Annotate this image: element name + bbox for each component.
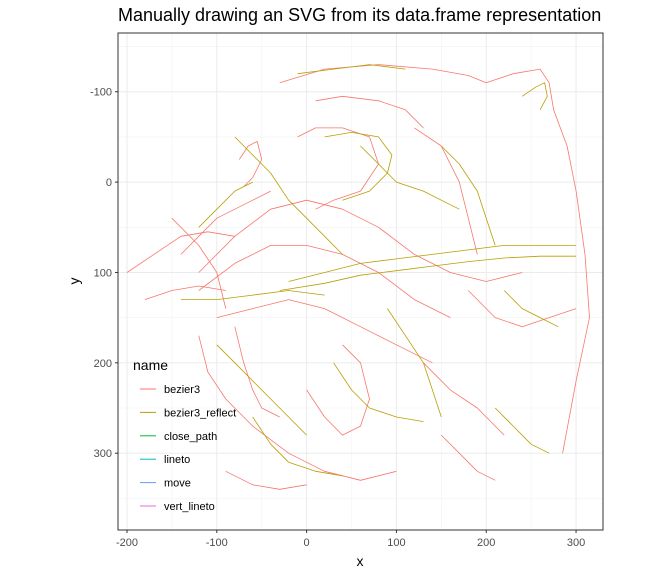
series-path-bezier3 — [315, 95, 424, 129]
legend-label-bezier3-reflect: bezier3_reflect — [164, 407, 236, 419]
y-axis: -100 0 100 200 300 — [90, 87, 118, 460]
series-path-bezier3-reflect — [297, 64, 406, 75]
series-path-bezier3-reflect — [333, 362, 424, 422]
series-path-bezier3 — [198, 335, 397, 481]
y-tick-label: 0 — [106, 177, 112, 189]
series-path-bezier3 — [225, 470, 307, 490]
legend-label-vert-lineto: vert_lineto — [164, 501, 215, 513]
series-path-bezier3-reflect — [521, 82, 548, 110]
x-tick-label: 300 — [567, 537, 585, 549]
series-path-bezier3 — [441, 434, 496, 481]
chart-title: Manually drawing an SVG from its data.fr… — [118, 5, 601, 25]
series-path-bezier3-reflect — [279, 255, 577, 291]
series-path-bezier3-reflect — [494, 407, 550, 454]
series-path-bezier3-reflect — [234, 136, 343, 255]
y-tick-label: 100 — [94, 267, 112, 279]
series-path-bezier3 — [423, 362, 505, 436]
series-path-bezier3-reflect — [387, 308, 442, 418]
x-axis: -200 -100 0 100 200 300 — [116, 530, 585, 549]
series-path-bezier3 — [234, 326, 280, 418]
series-path-bezier3-reflect — [252, 416, 343, 477]
legend-label-close-path: close_path — [164, 431, 217, 443]
series-path-bezier3-reflect — [198, 181, 253, 228]
series-path-bezier3 — [198, 245, 451, 318]
grid-layer — [118, 33, 603, 530]
x-axis-title: x — [357, 553, 364, 569]
series-path-bezier3-reflect — [180, 290, 325, 300]
x-tick-label: 0 — [304, 537, 310, 549]
series-path-bezier3 — [144, 285, 226, 300]
series-path-bezier3 — [126, 231, 235, 273]
series-path-bezier3 — [486, 68, 590, 454]
series-path-bezier3 — [297, 127, 379, 210]
series-path-bezier3 — [238, 141, 263, 187]
legend-label-move: move — [164, 478, 191, 490]
series-path-bezier3 — [180, 190, 271, 255]
series-path-bezier3 — [198, 199, 523, 282]
legend: name bezier3 bezier3_reflect close_pathlin… — [133, 357, 236, 513]
y-tick-label: 300 — [94, 448, 112, 460]
series-path-bezier3 — [414, 127, 478, 255]
series-path-bezier3-reflect — [216, 344, 307, 436]
x-tick-label: 100 — [387, 537, 405, 549]
series-path-bezier3-reflect — [503, 290, 559, 328]
series-path-bezier3 — [216, 299, 433, 364]
x-tick-label: 200 — [477, 537, 495, 549]
y-axis-title: y — [66, 278, 82, 285]
y-tick-label: -100 — [90, 87, 112, 99]
legend-title: name — [133, 357, 168, 373]
legend-label-bezier3: bezier3 — [164, 384, 200, 396]
legend-label-lineto: lineto — [164, 454, 190, 466]
series-path-bezier3-reflect — [441, 145, 496, 246]
y-tick-label: 200 — [94, 358, 112, 370]
plot-panel — [118, 33, 603, 530]
series-path-bezier3 — [468, 290, 577, 328]
series-path-bezier3 — [171, 217, 227, 309]
series-path-bezier3-reflect — [288, 245, 577, 282]
x-tick-label: -100 — [206, 537, 228, 549]
series-path-bezier3-reflect — [324, 132, 393, 201]
panel-border — [117, 32, 604, 531]
x-tick-label: -200 — [116, 537, 138, 549]
series-path-bezier3 — [306, 344, 370, 436]
series-path-bezier3-reflect — [360, 145, 460, 210]
series-layer — [126, 64, 590, 490]
